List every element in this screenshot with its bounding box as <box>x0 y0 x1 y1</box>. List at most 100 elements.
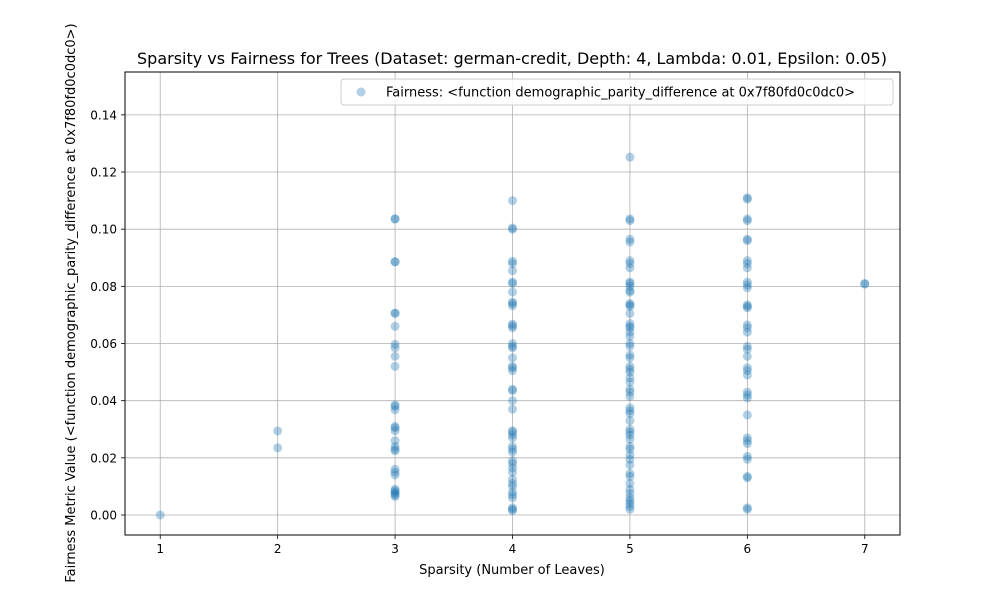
data-point <box>625 441 635 451</box>
data-point <box>625 367 635 377</box>
data-point <box>625 353 635 363</box>
data-point <box>625 496 635 506</box>
data-point <box>742 236 752 246</box>
legend-marker <box>356 87 366 97</box>
data-point <box>742 256 752 266</box>
data-point <box>508 504 517 514</box>
data-point <box>508 321 517 331</box>
data-point <box>508 493 517 503</box>
x-tick-label: 3 <box>391 542 399 556</box>
data-point <box>390 361 400 371</box>
data-point <box>742 390 752 400</box>
y-tick-label: 0.06 <box>90 337 117 351</box>
data-point <box>508 343 517 353</box>
data-point <box>155 510 165 520</box>
data-point <box>390 257 400 267</box>
data-point <box>508 266 517 276</box>
x-tick-label: 4 <box>509 542 517 556</box>
data-point <box>508 363 517 373</box>
legend: Fairness: <function demographic_parity_d… <box>340 78 894 106</box>
x-tick-label: 5 <box>626 542 634 556</box>
data-point <box>390 405 400 415</box>
data-point <box>508 430 517 440</box>
data-point <box>742 410 752 420</box>
data-point <box>390 436 400 446</box>
data-point <box>508 353 517 363</box>
data-point <box>508 319 517 329</box>
data-point <box>625 361 635 371</box>
data-point <box>508 278 517 288</box>
data-point <box>625 300 635 310</box>
data-point <box>625 350 635 360</box>
data-point <box>508 386 517 396</box>
data-point <box>742 258 752 268</box>
data-point <box>742 300 752 310</box>
data-point <box>625 493 635 503</box>
data-point <box>508 341 517 351</box>
data-point <box>625 391 635 401</box>
data-point <box>742 387 752 397</box>
data-point <box>390 491 400 501</box>
data-point <box>390 343 400 353</box>
data-point <box>625 216 635 226</box>
data-point <box>625 409 635 419</box>
data-point <box>390 490 400 500</box>
data-point <box>625 377 635 387</box>
data-point <box>625 256 635 266</box>
data-point <box>625 319 635 329</box>
data-point <box>508 459 517 469</box>
data-point <box>742 277 752 287</box>
y-tick-label: 0.00 <box>90 508 117 522</box>
grid-lines <box>125 72 900 535</box>
data-point <box>273 426 283 436</box>
data-point <box>508 444 517 454</box>
data-point <box>625 444 635 454</box>
data-point <box>625 403 635 413</box>
data-point <box>625 214 635 224</box>
y-axis-label: Fairness Metric Value (<function demogra… <box>64 23 79 582</box>
data-point <box>390 214 400 224</box>
data-point <box>625 331 635 341</box>
data-point <box>625 286 635 296</box>
data-point <box>742 194 752 204</box>
data-point <box>625 258 635 268</box>
data-point <box>625 450 635 460</box>
data-point <box>625 460 635 470</box>
data-point <box>390 321 400 331</box>
data-point <box>742 504 752 514</box>
data-point <box>390 426 400 436</box>
data-point <box>390 470 400 480</box>
data-point <box>390 308 400 318</box>
data-point <box>625 234 635 244</box>
data-point <box>625 471 635 481</box>
data-point <box>625 287 635 297</box>
data-point <box>625 278 635 288</box>
data-point <box>508 339 517 349</box>
x-axis-label: Sparsity (Number of Leaves) <box>419 563 605 578</box>
data-point <box>742 454 752 464</box>
data-point <box>390 214 400 224</box>
data-point <box>508 384 517 394</box>
data-point <box>625 263 635 273</box>
data-points <box>155 152 870 520</box>
data-point <box>508 224 517 234</box>
y-tick-label: 0.14 <box>90 108 117 122</box>
data-point <box>625 430 635 440</box>
data-point <box>742 344 752 354</box>
data-point <box>742 439 752 449</box>
chart-title: Sparsity vs Fairness for Trees (Dataset:… <box>137 49 887 68</box>
data-point <box>625 499 635 509</box>
data-point <box>390 351 400 361</box>
data-point <box>390 464 400 474</box>
data-point <box>508 427 517 437</box>
data-point <box>742 473 752 483</box>
data-point <box>508 297 517 307</box>
data-point <box>273 443 283 453</box>
data-point <box>508 503 517 513</box>
data-point <box>508 456 517 466</box>
data-point <box>625 373 635 383</box>
data-point <box>742 363 752 373</box>
data-point <box>742 471 752 481</box>
data-point <box>625 341 635 351</box>
